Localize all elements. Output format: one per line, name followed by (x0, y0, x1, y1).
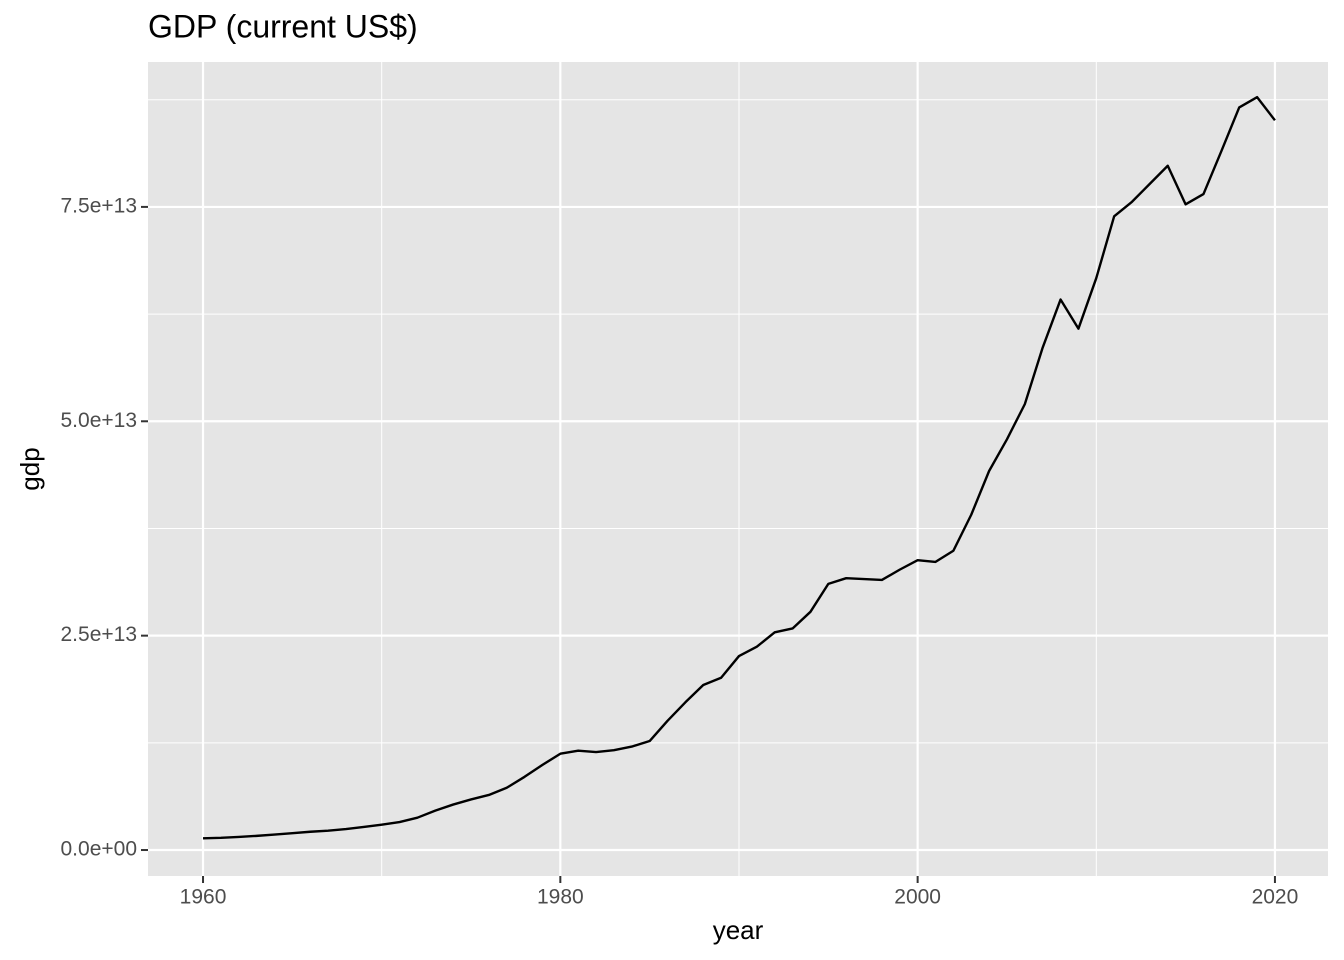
x-tick-label: 1980 (537, 886, 584, 909)
data-line (202, 95, 1276, 840)
chart-title: GDP (current US$) (148, 8, 418, 44)
x-axis-title: year (713, 915, 764, 945)
x-tick-label: 1960 (180, 886, 227, 909)
y-tick-label: 5.0e+13 (61, 409, 138, 432)
plot-background (148, 62, 1328, 876)
y-tick-label: 7.5e+13 (61, 194, 138, 217)
x-tick-label: 2000 (894, 886, 941, 909)
y-tick-label: 0.0e+00 (61, 838, 138, 861)
x-tick-label: 2020 (1252, 886, 1299, 909)
y-axis-title: gdp (15, 447, 45, 490)
y-tick-label: 2.5e+13 (61, 623, 138, 646)
